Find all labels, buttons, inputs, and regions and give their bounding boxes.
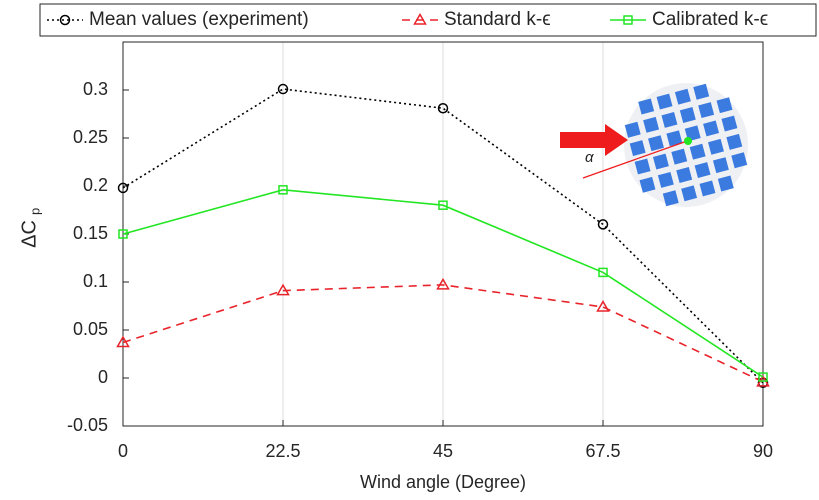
inset-square — [624, 121, 641, 138]
inset-square — [674, 88, 691, 105]
inset-square — [703, 120, 720, 137]
inset-square — [698, 102, 715, 119]
marker — [758, 372, 768, 382]
inset-square — [681, 185, 698, 202]
inset-square — [643, 116, 660, 133]
marker — [436, 277, 450, 290]
inset-angle-line — [582, 139, 691, 179]
y-tick-label: 0.3 — [83, 79, 108, 99]
y-tick-label: 0.1 — [83, 271, 108, 291]
y-axis-label-sub: p — [27, 208, 42, 215]
inset-square — [676, 167, 693, 183]
inset-square — [689, 143, 706, 160]
series-line — [122, 88, 764, 384]
x-tick-label: 90 — [753, 441, 773, 461]
y-axis-label: ΔC — [18, 220, 40, 248]
inset-disc — [624, 83, 748, 207]
marker — [597, 219, 609, 230]
legend-box — [39, 3, 817, 37]
inset-square — [726, 133, 743, 150]
inset-square — [671, 148, 688, 165]
inset-label: α — [585, 149, 594, 166]
inset-square — [721, 115, 738, 132]
inset-square — [657, 171, 674, 188]
x-tick-label: 67.5 — [585, 441, 620, 461]
x-axis-label: Wind angle (Degree) — [360, 472, 526, 492]
inset-arrow — [560, 124, 628, 156]
legend-marker — [413, 13, 427, 25]
inset-square — [679, 107, 696, 123]
legend-label: Standard k-ϵ — [444, 9, 551, 30]
inset-square — [662, 190, 679, 207]
inset-diagram: α — [560, 83, 748, 207]
legend-label: Calibrated k-ϵ — [652, 9, 768, 30]
inset-square — [648, 135, 664, 152]
y-tick-label: 0.2 — [83, 175, 108, 195]
x-tick-label: 45 — [433, 441, 453, 461]
inset-square — [629, 140, 646, 157]
inset-square — [661, 111, 678, 128]
marker — [598, 267, 608, 278]
inset-square — [731, 152, 748, 169]
marker — [118, 229, 128, 239]
marker — [438, 200, 448, 210]
inset-square — [656, 93, 673, 110]
inset-square — [638, 98, 655, 115]
marker — [278, 185, 288, 195]
inset-square — [652, 153, 669, 170]
legend-marker — [59, 14, 71, 26]
series-line — [122, 189, 764, 378]
inset-square — [694, 162, 711, 179]
inset-square — [639, 176, 656, 193]
y-tick-label: 0.25 — [73, 127, 108, 147]
y-tick-label: 0.05 — [73, 319, 108, 339]
marker — [437, 102, 449, 114]
marker — [117, 182, 129, 194]
marker — [596, 299, 610, 312]
y-tick-label: 0.15 — [73, 223, 108, 243]
inset-square — [693, 83, 710, 100]
inset-square — [699, 180, 716, 197]
x-tick-label: 22.5 — [265, 441, 300, 461]
inset-square — [666, 130, 683, 147]
legend: Mean values (experiment) Standard k-ϵ Cali… — [39, 3, 817, 37]
y-tick-label: -0.05 — [67, 415, 108, 435]
legend-marker — [623, 15, 633, 25]
inset-square — [712, 157, 729, 174]
x-tick-label: 0 — [118, 441, 128, 461]
marker — [116, 335, 130, 348]
inset-square — [716, 97, 733, 114]
legend-label: Mean values (experiment) — [89, 9, 309, 30]
y-tick-label: 0 — [98, 367, 108, 387]
marker — [277, 83, 289, 95]
inset-square — [634, 158, 651, 175]
inset-square — [717, 175, 734, 192]
inset-point — [684, 137, 692, 145]
series-line — [122, 284, 764, 383]
marker — [276, 283, 290, 296]
inset-square — [708, 138, 724, 155]
